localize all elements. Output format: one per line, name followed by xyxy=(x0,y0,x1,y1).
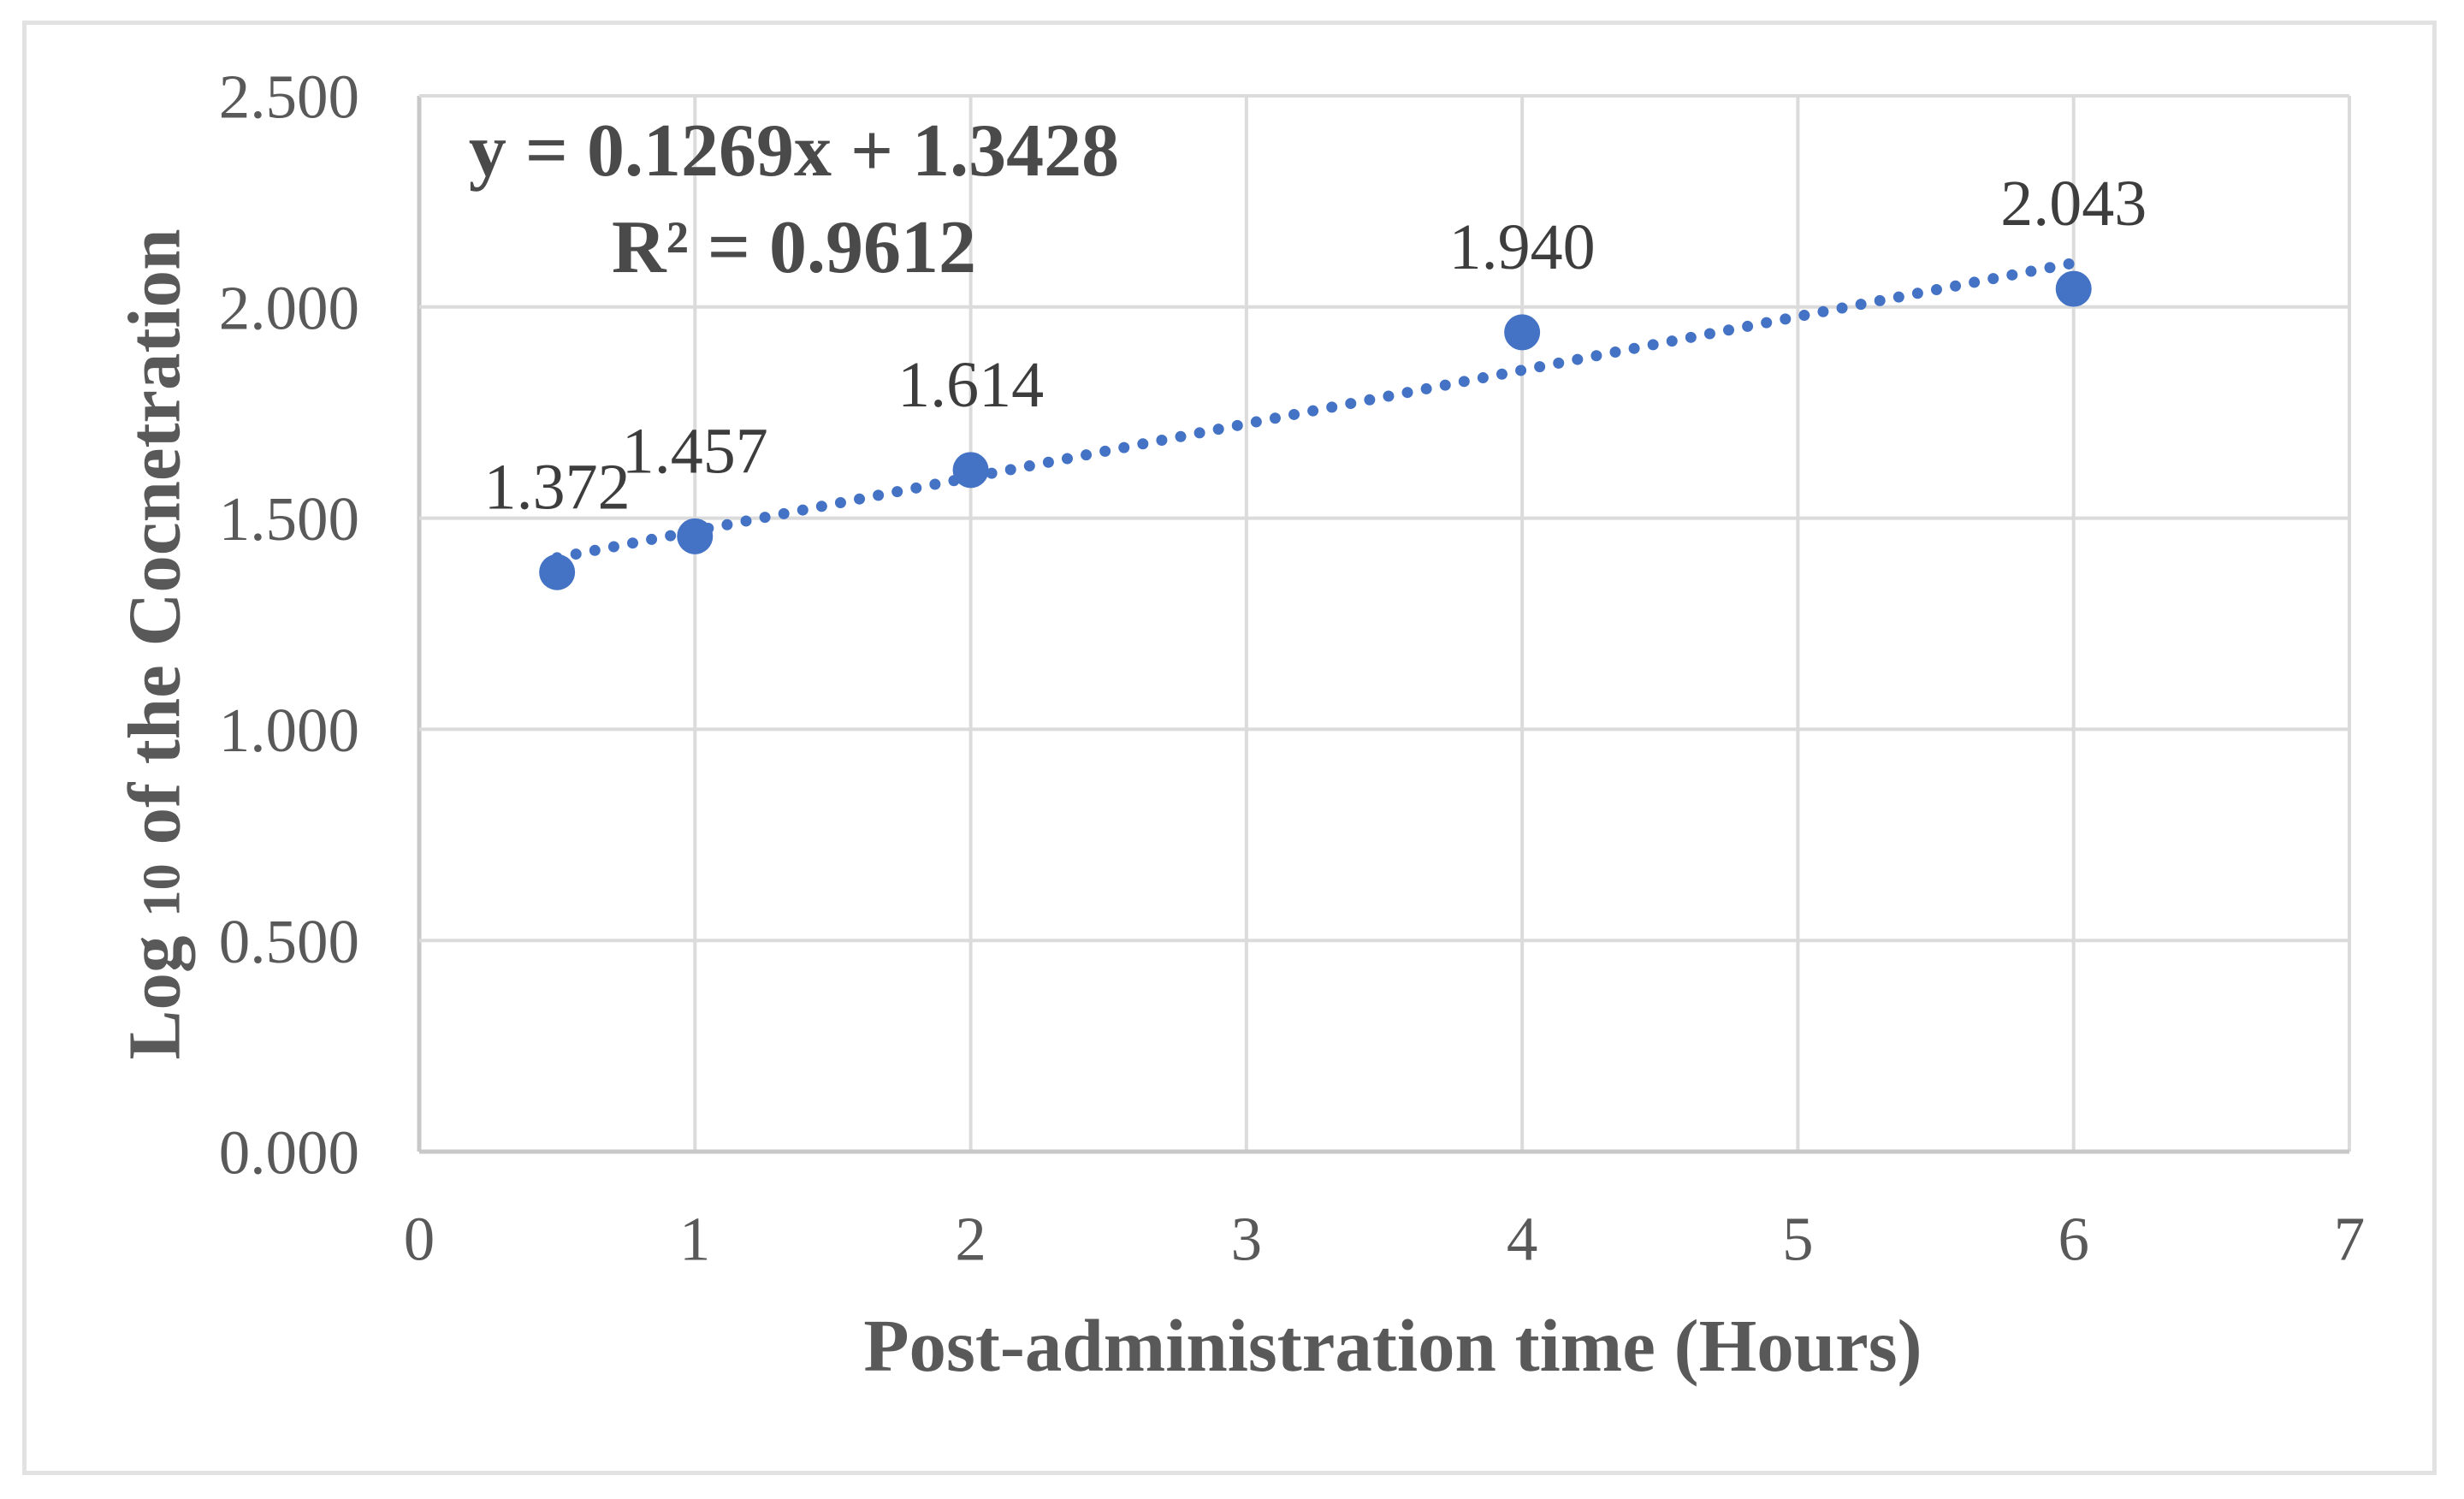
x-tick-label: 1 xyxy=(679,1205,711,1274)
trendline-equation: y = 0.1269x + 1.3428 R² = 0.9612 xyxy=(469,103,1119,296)
data-point-marker xyxy=(539,554,576,590)
trendline xyxy=(551,257,2080,564)
y-tick-label: 2.000 xyxy=(219,273,359,342)
y-axis-title-rest: of the Cocnetration xyxy=(112,228,196,864)
data-point-marker xyxy=(1504,314,1541,351)
chart-border xyxy=(22,21,2437,1475)
x-tick-label: 4 xyxy=(1507,1205,1538,1274)
data-point-label: 1.940 xyxy=(1449,211,1596,283)
x-tick-label: 0 xyxy=(404,1205,435,1274)
data-point-label: 2.043 xyxy=(2000,168,2147,240)
y-axis-title: Log 10 of the Cocnetration xyxy=(111,228,198,1059)
data-point-label: 1.614 xyxy=(897,349,1044,421)
x-tick-label: 2 xyxy=(955,1205,986,1274)
y-tick-label: 2.500 xyxy=(219,62,359,132)
x-axis-title: Post-administration time (Hours) xyxy=(863,1304,1922,1387)
y-tick-label: 0.000 xyxy=(219,1118,359,1188)
y-tick-label: 1.500 xyxy=(219,484,359,554)
data-point-label: 1.372 xyxy=(484,451,631,523)
data-point-marker xyxy=(677,518,714,554)
x-tick-label: 3 xyxy=(1231,1205,1263,1274)
y-axis-title-subscript: 10 xyxy=(131,863,192,917)
x-tick-label: 6 xyxy=(2058,1205,2089,1274)
data-point-marker xyxy=(2055,270,2092,307)
data-point-label: 1.457 xyxy=(622,415,768,487)
equation-line: y = 0.1269x + 1.3428 xyxy=(468,110,1120,193)
r-squared-line: R² = 0.9612 xyxy=(611,206,977,289)
y-tick-label: 1.000 xyxy=(219,696,359,765)
y-tick-label: 0.500 xyxy=(219,907,359,976)
y-axis-title-prefix: Log xyxy=(112,916,196,1060)
x-tick-label: 5 xyxy=(1782,1205,1814,1274)
data-point-marker xyxy=(952,452,989,489)
x-tick-label: 7 xyxy=(2334,1205,2366,1274)
